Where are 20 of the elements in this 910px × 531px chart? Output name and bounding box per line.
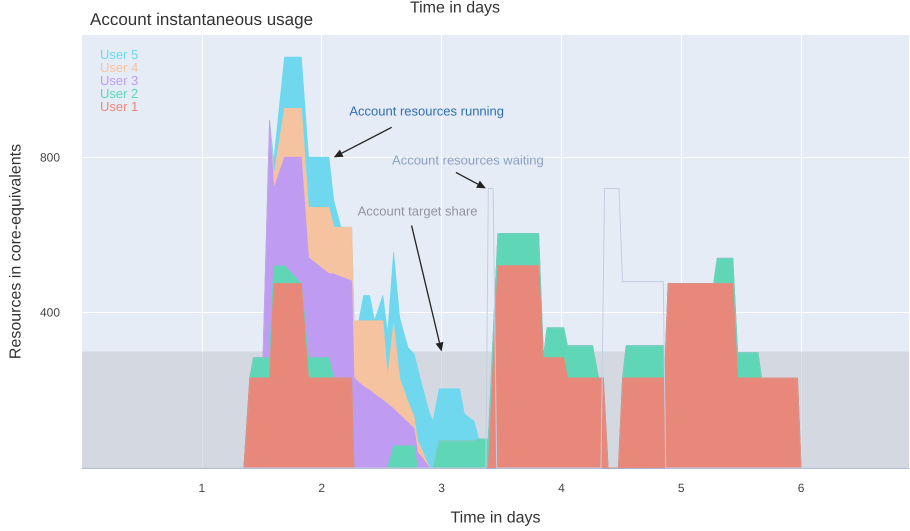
text: User 2 [100,86,138,101]
x-tick-label: 6 [798,481,805,495]
x2-axis-title: Time in days [410,0,500,16]
x-tick-label: 3 [438,481,446,495]
x-axis-title: Time in days [450,510,541,526]
y-tick-label: 800 [40,150,60,164]
x-tick-label: 4 [558,481,566,495]
text: User 3 [100,73,138,88]
x-tick-label: 5 [678,481,685,495]
annotation: Account target share [358,204,478,218]
annotation: Account resources running [349,103,504,118]
annotation: Account resources waiting [392,152,544,168]
text: User 5 [100,47,138,62]
x-tick-label: 2 [318,481,326,495]
text: User 1 [100,99,138,114]
y-tick-label: 400 [40,306,60,320]
y-axis-title: Resources in core-equivalents [8,144,24,360]
chart-title: Account instantaneous usage [90,10,314,29]
x-tick-label: 1 [198,481,206,495]
text: User 4 [100,60,138,75]
